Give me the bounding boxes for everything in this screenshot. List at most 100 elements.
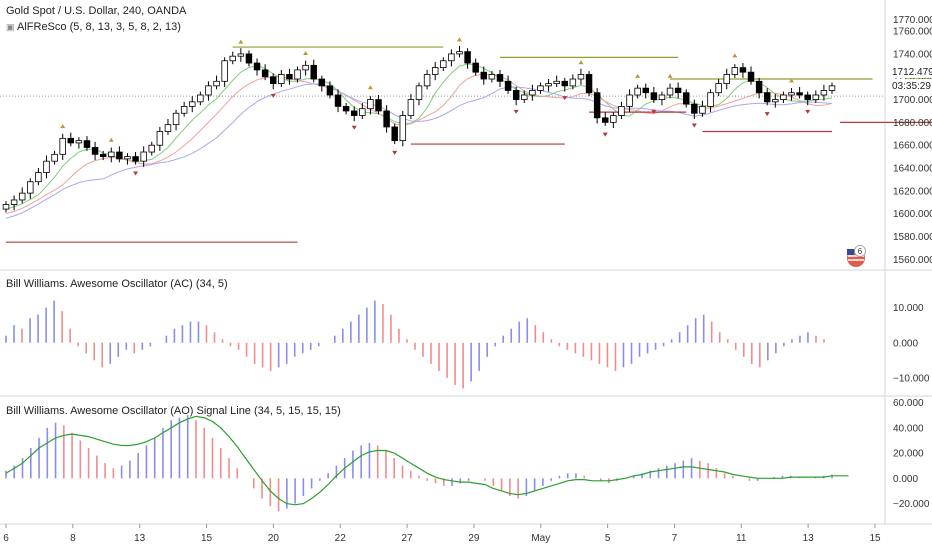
- candle[interactable]: [342, 102, 350, 115]
- candle[interactable]: [529, 84, 536, 101]
- candle[interactable]: [763, 88, 771, 106]
- eye-icon[interactable]: ▣: [6, 22, 15, 32]
- candle[interactable]: [148, 141, 155, 156]
- candle[interactable]: [772, 93, 779, 108]
- candle[interactable]: [691, 99, 698, 119]
- candle[interactable]: [367, 96, 374, 115]
- candle[interactable]: [820, 84, 828, 101]
- candle[interactable]: [91, 141, 99, 161]
- candle[interactable]: [569, 74, 577, 90]
- candle[interactable]: [383, 105, 390, 133]
- candle[interactable]: [156, 126, 164, 151]
- candle[interactable]: [804, 91, 811, 106]
- candle[interactable]: [286, 68, 293, 85]
- candle[interactable]: [116, 146, 123, 163]
- candle[interactable]: [310, 59, 317, 83]
- candle[interactable]: [610, 112, 617, 129]
- candle[interactable]: [132, 152, 139, 165]
- candle[interactable]: [189, 96, 196, 113]
- candle[interactable]: [59, 133, 66, 161]
- candle[interactable]: [472, 58, 479, 76]
- candle[interactable]: [140, 146, 147, 167]
- candle[interactable]: [245, 50, 253, 67]
- candle[interactable]: [521, 90, 528, 103]
- ao-pane[interactable]: [5, 415, 849, 512]
- candle[interactable]: [537, 82, 544, 94]
- candle[interactable]: [164, 118, 172, 135]
- candle[interactable]: [707, 89, 714, 113]
- candle[interactable]: [723, 68, 730, 90]
- candle[interactable]: [75, 137, 83, 149]
- ac-pane[interactable]: [5, 300, 832, 389]
- candle[interactable]: [326, 81, 334, 99]
- candle[interactable]: [350, 106, 358, 122]
- time-axis[interactable]: 6 8 13 15 20 22 27 29 May 5 7 11 13 15: [3, 524, 881, 544]
- candle[interactable]: [99, 150, 107, 161]
- indicator-label[interactable]: AlFReSco (5, 8, 13, 3, 5, 8, 2, 13): [17, 21, 181, 33]
- candle[interactable]: [634, 84, 641, 99]
- candle[interactable]: [108, 147, 115, 163]
- candle[interactable]: [658, 91, 666, 106]
- candle[interactable]: [577, 68, 585, 85]
- candle[interactable]: [731, 64, 739, 78]
- candle[interactable]: [553, 75, 560, 88]
- candle[interactable]: [334, 89, 342, 113]
- candle[interactable]: [261, 64, 269, 81]
- candle[interactable]: [399, 110, 407, 147]
- candle[interactable]: [197, 91, 204, 106]
- ao-signal-line[interactable]: [5, 415, 849, 506]
- candle[interactable]: [512, 87, 520, 106]
- candle[interactable]: [626, 89, 633, 113]
- candle[interactable]: [488, 71, 496, 83]
- candle[interactable]: [464, 48, 471, 69]
- candle[interactable]: [415, 82, 423, 106]
- candle[interactable]: [180, 101, 188, 117]
- candle[interactable]: [755, 77, 763, 99]
- ao-pane-title[interactable]: Bill Williams. Awesome Oscillator (AO) S…: [6, 405, 341, 417]
- candle[interactable]: [391, 123, 398, 145]
- candle[interactable]: [18, 187, 26, 204]
- candle[interactable]: [43, 155, 50, 179]
- candle[interactable]: [747, 66, 755, 85]
- candle[interactable]: [545, 79, 552, 92]
- candle[interactable]: [496, 69, 504, 88]
- candle[interactable]: [270, 73, 277, 90]
- candle[interactable]: [375, 94, 382, 115]
- candle[interactable]: [67, 132, 75, 147]
- candle[interactable]: [504, 75, 512, 94]
- candle[interactable]: [237, 48, 245, 62]
- candle[interactable]: [593, 88, 601, 124]
- candle[interactable]: [699, 100, 706, 117]
- candle[interactable]: [318, 75, 326, 92]
- candle[interactable]: [585, 71, 593, 97]
- candle[interactable]: [739, 63, 747, 78]
- candle[interactable]: [780, 91, 787, 103]
- candle[interactable]: [124, 153, 131, 165]
- candle[interactable]: [294, 66, 301, 83]
- candle[interactable]: [2, 201, 10, 213]
- candle[interactable]: [650, 87, 658, 103]
- candle[interactable]: [431, 61, 439, 81]
- candle[interactable]: [205, 81, 212, 101]
- candle[interactable]: [423, 69, 431, 90]
- candle[interactable]: [642, 83, 649, 99]
- candle[interactable]: [440, 57, 447, 72]
- candle[interactable]: [221, 57, 228, 88]
- candle[interactable]: [35, 168, 42, 186]
- candle[interactable]: [83, 136, 91, 151]
- price-pane[interactable]: [0, 37, 932, 243]
- candle[interactable]: [618, 101, 625, 119]
- candle[interactable]: [448, 49, 455, 67]
- candle[interactable]: [828, 82, 836, 94]
- candle[interactable]: [715, 79, 722, 97]
- candle[interactable]: [666, 83, 674, 99]
- candle[interactable]: [602, 112, 609, 126]
- candle[interactable]: [229, 51, 236, 65]
- candle[interactable]: [302, 60, 309, 76]
- candle[interactable]: [27, 178, 34, 199]
- candle[interactable]: [812, 90, 820, 103]
- candle[interactable]: [407, 93, 415, 119]
- candle[interactable]: [359, 102, 366, 119]
- candle[interactable]: [561, 77, 568, 92]
